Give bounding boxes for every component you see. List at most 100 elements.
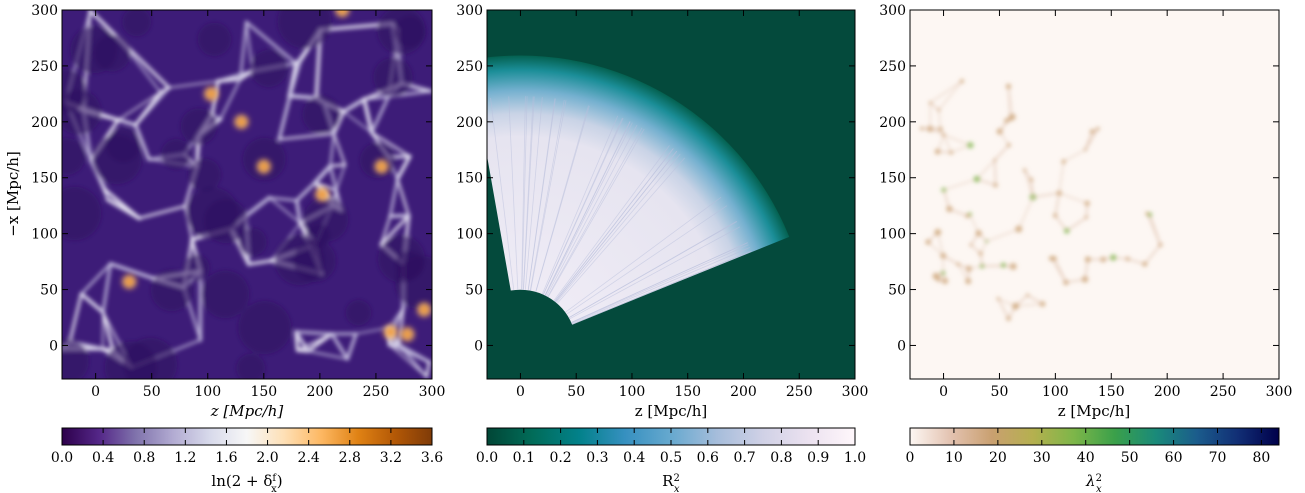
density-colorbar: [61, 427, 433, 446]
filament: [138, 205, 187, 220]
void: [188, 158, 222, 192]
filament: [117, 91, 162, 121]
lambda2-peak: [1048, 255, 1054, 261]
lambda2-filament: [927, 241, 944, 257]
xtick-label: 0: [91, 384, 100, 400]
lambda2-filament: [938, 109, 942, 130]
colorbar-tick-label: 0.5: [660, 450, 682, 466]
colorbar-tick-label: 2.0: [256, 450, 278, 466]
lambda2-filament: [1058, 161, 1065, 194]
lambda2-filament: [1054, 192, 1060, 216]
filament: [313, 164, 333, 185]
radial-streak: [535, 105, 589, 292]
density-ylabel: −x [Mpc/h]: [4, 151, 22, 237]
density-heatmap: [62, 10, 432, 379]
colorbar-tick-label: 70: [1209, 450, 1227, 466]
density-frame: [61, 9, 433, 380]
colorbar-tick-label: 0.8: [133, 450, 155, 466]
radial-streak: [547, 127, 643, 297]
lambda2-filament: [1066, 216, 1087, 232]
radial-streak: [571, 247, 750, 324]
lambda2-filament: [1007, 86, 1011, 120]
colorbar-tick-label: 0.9: [807, 450, 829, 466]
radial-streak: [565, 196, 722, 313]
lambda2-peak: [942, 133, 946, 137]
lambda2-filament: [994, 160, 997, 186]
filament: [396, 155, 412, 181]
filament: [329, 163, 347, 168]
filament: [79, 292, 105, 314]
lambda2-peak: [973, 175, 981, 183]
void: [62, 137, 86, 176]
filament: [104, 188, 141, 220]
density-peak-core: [126, 278, 133, 285]
ytick-label: 100: [31, 227, 58, 243]
colorbar-tick-label: 0.8: [770, 450, 792, 466]
ytick-label: 0: [897, 338, 906, 354]
lambda2-peak: [1006, 143, 1011, 148]
filament: [313, 181, 338, 193]
density-peak-core: [387, 329, 394, 336]
filament: [247, 259, 273, 266]
colorbar-tick-label: 0.4: [92, 450, 114, 466]
filament: [296, 332, 333, 352]
void: [393, 15, 426, 48]
lambda2-peak: [1063, 227, 1070, 234]
colorbar-tick-label: 0.6: [697, 450, 719, 466]
lambda2-filament: [1032, 192, 1060, 198]
survey-wedge: [487, 55, 790, 325]
void: [302, 95, 341, 134]
ytick-label: 100: [879, 227, 906, 243]
xtick-label: 250: [786, 384, 813, 400]
ytick-label: 50: [888, 283, 906, 299]
void: [238, 228, 267, 257]
filament: [295, 181, 317, 202]
ytick-label: 150: [879, 171, 906, 187]
filament: [68, 292, 83, 344]
filament: [330, 332, 349, 361]
lambda2-peak: [1005, 83, 1012, 90]
filament: [101, 310, 115, 352]
filament: [388, 177, 399, 218]
radial-streak: [554, 148, 674, 302]
r2-colorbar-label: R2 x: [662, 472, 680, 493]
radial-streak: [544, 121, 631, 296]
filament: [380, 214, 410, 246]
void: [150, 269, 193, 312]
ytick-label: 100: [456, 227, 483, 243]
ytick-label: 200: [31, 115, 58, 131]
lambda2-filament: [950, 144, 971, 154]
lambda2-peak: [919, 126, 924, 131]
radial-streak: [530, 100, 567, 291]
lambda2-filament: [997, 298, 1010, 319]
filament: [388, 344, 428, 378]
lambda2-filament: [1030, 179, 1034, 198]
filament: [245, 196, 271, 217]
density-peak-core: [339, 10, 346, 13]
ytick-label: 200: [456, 115, 483, 131]
void: [345, 299, 372, 326]
lambda2-filament: [1024, 169, 1034, 198]
colorbar-tick-label: 40: [1077, 450, 1095, 466]
void: [62, 69, 87, 114]
void: [180, 108, 217, 145]
filament: [238, 69, 255, 81]
lambda2-filament: [1144, 244, 1161, 265]
xtick-label: 0: [939, 384, 948, 400]
lambda2-peak: [978, 251, 983, 256]
xtick-label: 100: [619, 384, 646, 400]
lambda2-filament: [1127, 258, 1145, 265]
filament: [398, 306, 405, 347]
filament: [134, 91, 162, 127]
ytick-label: 250: [456, 59, 483, 75]
filament: [88, 10, 121, 41]
xtick-label: 150: [674, 384, 701, 400]
xtick-label: 50: [991, 384, 1009, 400]
filament: [168, 80, 219, 89]
xtick-label: 200: [1154, 384, 1181, 400]
density-peak: [335, 10, 350, 17]
lambda2-filament: [929, 102, 940, 111]
filament: [288, 58, 303, 97]
radial-streak: [522, 96, 534, 290]
filament: [211, 113, 222, 120]
